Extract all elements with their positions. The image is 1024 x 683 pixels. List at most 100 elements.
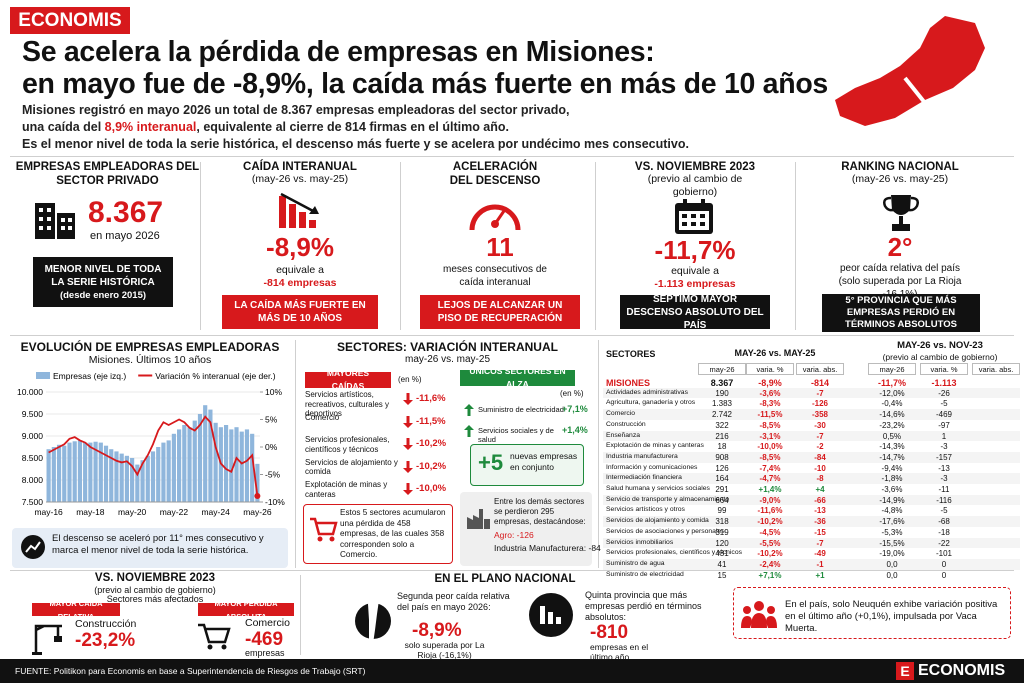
table-row-label: Servicios profesionales, científicos y t… (606, 549, 742, 557)
fall-label: Servicios profesionales, científicos y t… (305, 435, 390, 454)
table-cell: -2 (816, 442, 824, 452)
divider (10, 570, 1014, 571)
table-cell: -11,5% (757, 410, 783, 420)
sectors-subtitle: may-26 vs. may-25 (404, 354, 491, 365)
bar (114, 451, 119, 502)
table-row-bg (603, 473, 1020, 484)
kpi-badge: LA CAÍDA MÁS FUERTE EN MÁS DE 10 AÑOS (222, 295, 378, 329)
footer-source: FUENTE: Politikon para Economis en base … (15, 666, 366, 676)
kpi-value2: -1.113 empresas (654, 278, 736, 290)
legend-label: Empresas (eje izq.) (53, 371, 126, 381)
arrow-icon (403, 483, 413, 495)
fall-value: -10,2% (416, 438, 447, 449)
cart-icon (198, 623, 231, 650)
fall-value: -10,0% (416, 483, 447, 494)
table-row-label: Suministro de agua (606, 559, 665, 567)
bar (156, 447, 161, 502)
absolute-label: MAYOR PÉRDIDA ABSOLUTA (198, 599, 294, 621)
bar (213, 422, 218, 502)
divider (10, 335, 1014, 336)
kpi-title: CAÍDA INTERANUAL (243, 161, 357, 173)
table-cell: -126 (811, 399, 828, 409)
nov23-title: VS. NOVIEMBRE 2023 (94, 572, 216, 584)
table-cell: 0 (941, 559, 947, 569)
bar (109, 449, 114, 502)
arrow (403, 483, 413, 495)
table-cell: 0,0 (886, 559, 898, 569)
kpi-value: 2° (887, 232, 913, 262)
bar (223, 425, 229, 502)
rise-label: Suministro de electricidad (478, 405, 564, 414)
chart-down-icon (279, 192, 319, 228)
table-cell: +1 (815, 570, 825, 580)
table-cell: 120 (715, 538, 729, 548)
table-cell: -14,9% (879, 495, 905, 505)
table-row-label: Comercio (606, 410, 636, 418)
relative-sector: Construcción (75, 618, 137, 630)
chart-note-box (12, 528, 288, 568)
table-cell: -13 (938, 463, 950, 473)
fall-label: Servicios de alojamiento y comida (305, 457, 398, 477)
badge-note: (desde enero 2015) (59, 289, 147, 301)
table-cell: 8.367 (710, 378, 734, 388)
bar (208, 409, 213, 502)
arrow-icon (464, 425, 474, 437)
bar (124, 455, 129, 502)
intro: Misiones registró en mayo 2026 un total … (22, 102, 689, 153)
rises-header: ÚNICOS SECTORES EN ALZA (460, 366, 575, 389)
table-row-label: Servicios de alojamiento y comida (606, 517, 709, 525)
intro-line: Es el menor nivel de toda la serie histó… (22, 137, 689, 151)
people-icon (741, 601, 777, 628)
title-line: en mayo fue de -8,9%, la caída más fuert… (22, 68, 828, 100)
table-column: may-26 (868, 363, 916, 375)
bar (62, 445, 67, 502)
table-cell: -8,3% (759, 399, 781, 409)
national-value: -810 (590, 622, 629, 643)
cart-icon (310, 517, 338, 542)
brand: ECONOMIS (10, 7, 130, 34)
table-cell: -10,2% (757, 517, 783, 527)
bar (234, 427, 239, 502)
falls-note: Estos 5 sectores acumularon una pérdida … (340, 508, 446, 559)
table-row-label: Servicio de transporte y almacenamiento (606, 495, 730, 503)
table-cell: 99 (717, 506, 727, 516)
bar (161, 442, 166, 502)
trophy-icon (883, 195, 919, 231)
kpi-title: ACELERACIÓN DEL DESCENSO (449, 161, 541, 187)
kpi-note: equivale a (671, 265, 719, 277)
falls-note-box (303, 504, 453, 564)
table-cell: -358 (811, 410, 828, 420)
table-cell: -10,2% (757, 549, 783, 559)
national-text: Quinta provincia que más empresas perdió… (585, 590, 702, 622)
table-cell: -3 (940, 474, 948, 484)
divider (10, 156, 1014, 157)
table-cell: -68 (938, 517, 950, 527)
relative-label: MAYOR CAÍDA RELATIVA (32, 599, 120, 621)
table-cell: -0,4% (881, 399, 903, 409)
arrow-icon (403, 415, 413, 428)
fall-value: -11,5% (416, 415, 446, 427)
falls-header: MAYORES CAÍDAS (305, 368, 391, 391)
misiones-map (835, 16, 985, 126)
y-tick-label: 8.500 (22, 453, 44, 463)
kpi-subtitle: (may-26 vs. may-25) (251, 173, 349, 185)
national-value: -8,9% (412, 620, 462, 641)
national-note: solo superada por La Rioja (-16,1%) (404, 640, 485, 660)
table-row-bg (603, 451, 1020, 463)
table-cell: 908 (715, 452, 729, 462)
table-row-bg (603, 494, 1020, 506)
bar (177, 429, 182, 502)
table-row-label: Actividades administrativas (606, 388, 688, 396)
table-cell: 2.742 (711, 410, 733, 420)
table-cell: -14,3% (879, 442, 905, 452)
national-title: EN EL PLANO NACIONAL (434, 573, 576, 585)
absolute-unit: empresas (245, 648, 285, 658)
bars-icon (529, 593, 573, 637)
table-row-label: Intermediación financiera (606, 474, 682, 482)
table-cell: 216 (715, 431, 729, 441)
table-cell: 126 (715, 463, 729, 473)
x-tick-label: may-24 (201, 507, 230, 517)
bar (182, 425, 187, 502)
callout: En el país, solo Neuquén exhibe variació… (785, 599, 998, 634)
table-cell: +4 (815, 485, 825, 494)
